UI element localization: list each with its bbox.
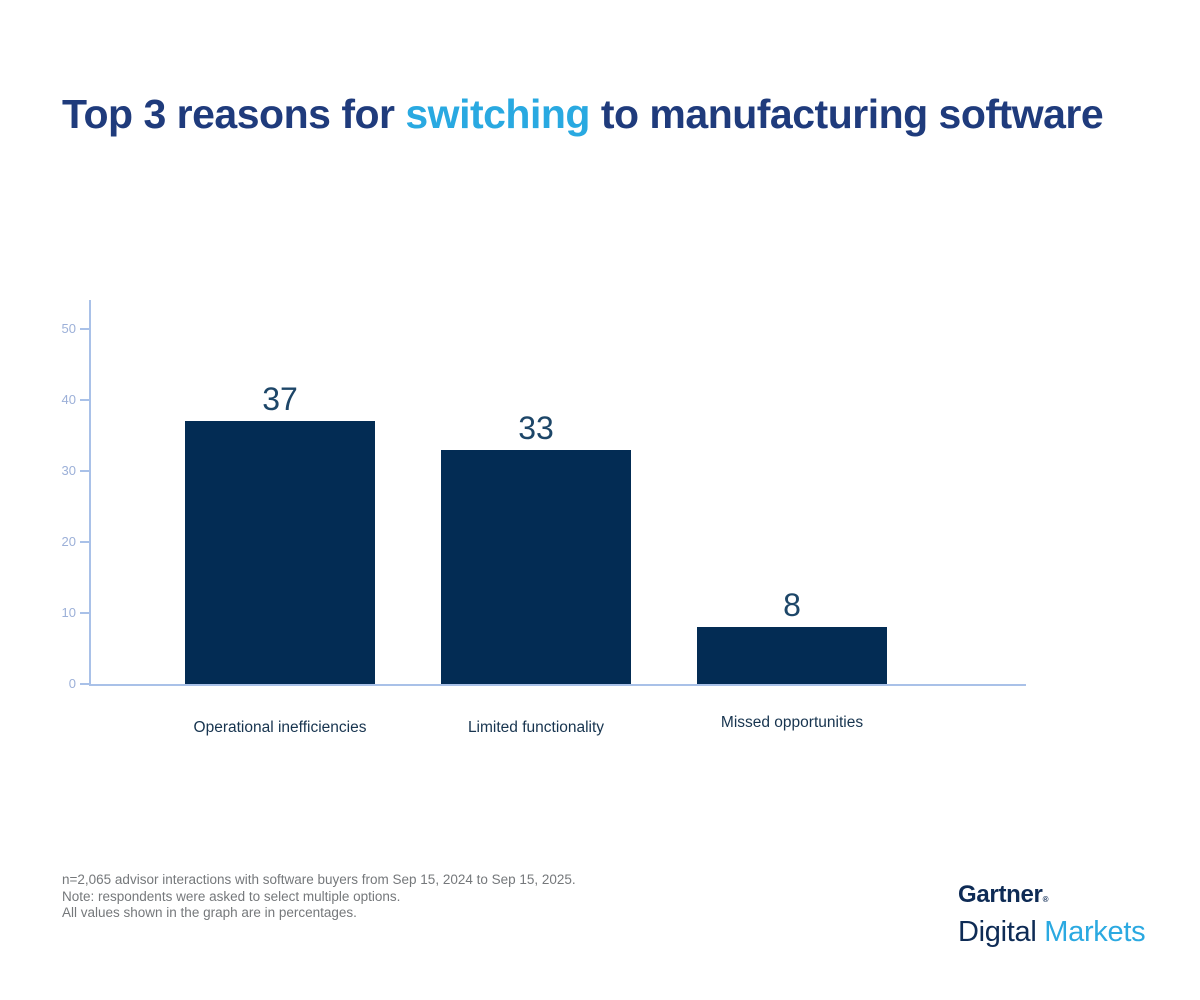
y-axis-tick — [80, 470, 89, 472]
gartner-digital-markets-logo: Gartner® Digital Markets — [958, 882, 1146, 949]
title-prefix: Top 3 reasons for — [62, 91, 406, 137]
registered-mark: ® — [1042, 895, 1049, 904]
digital-markets-wordmark: Digital Markets — [958, 916, 1146, 948]
gartner-brand-text: Gartner — [958, 881, 1043, 908]
bar-value-label: 33 — [518, 409, 554, 446]
y-axis-tick-label: 0 — [68, 676, 76, 691]
y-axis-tick-label: 20 — [61, 534, 76, 549]
x-axis-line — [89, 684, 1026, 686]
y-axis-tick-label: 10 — [61, 605, 76, 620]
bar-value-label: 37 — [262, 381, 298, 418]
title-highlight: switching — [405, 91, 590, 137]
bar-2 — [441, 449, 631, 684]
bar-3 — [697, 627, 887, 684]
footnotes: n=2,065 advisor interactions with softwa… — [62, 872, 576, 922]
y-axis-tick — [80, 328, 89, 330]
page-title: Top 3 reasons for switching to manufactu… — [62, 86, 1142, 142]
y-axis-tick-label: 40 — [61, 392, 76, 407]
gartner-wordmark: Gartner® — [958, 882, 1145, 913]
bar-value-label: 8 — [783, 587, 801, 624]
y-axis-tick — [80, 541, 89, 543]
y-axis-tick — [80, 683, 89, 685]
y-axis-line — [89, 300, 91, 686]
footnote-line-1: n=2,065 advisor interactions with softwa… — [62, 872, 576, 887]
y-axis-tick-label: 50 — [61, 321, 76, 336]
y-axis-tick — [80, 399, 89, 401]
title-suffix: to manufacturing software — [589, 91, 1104, 137]
footnote-line-2: Note: respondents were asked to select m… — [62, 888, 401, 904]
y-axis-tick — [80, 612, 89, 614]
category-label: Limited functionality — [467, 719, 605, 736]
markets-text: Markets — [1044, 916, 1146, 948]
y-axis-tick-label: 30 — [61, 463, 76, 478]
digital-text: Digital — [958, 916, 1037, 948]
bar-1 — [185, 421, 375, 684]
category-label: Operational inefficiencies — [193, 719, 367, 736]
footnote-line-3: All values shown in the graph are in per… — [62, 905, 357, 920]
category-label: Missed opportunities — [720, 714, 864, 731]
